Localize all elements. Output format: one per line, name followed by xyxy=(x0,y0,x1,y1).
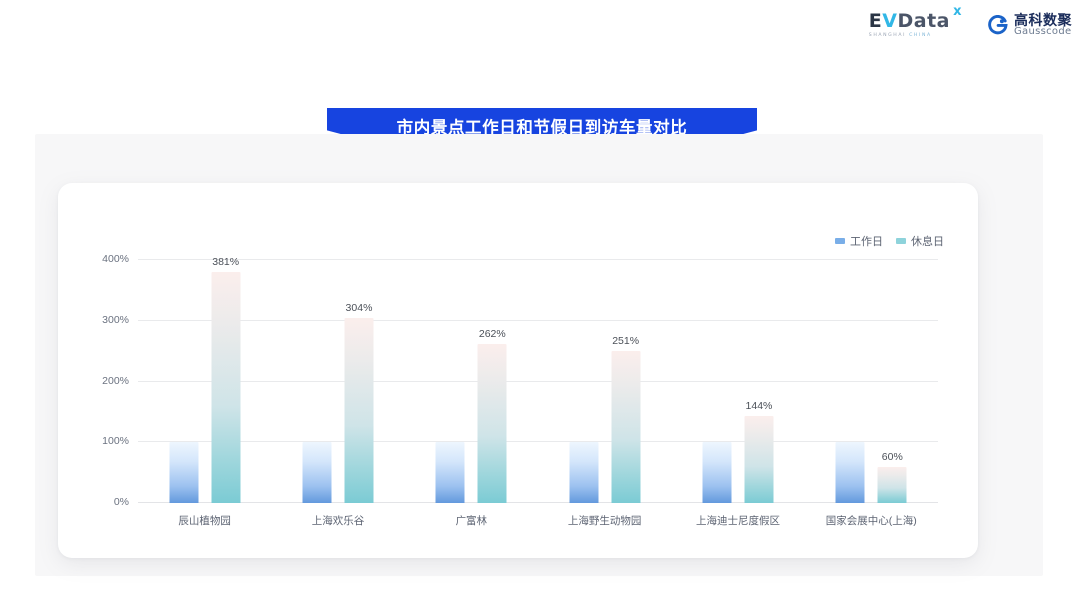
gridline-300: 300% xyxy=(102,314,938,326)
bar-休息日[interactable]: 262% xyxy=(477,248,507,503)
gridline-0: 0% xyxy=(114,496,938,508)
bar-rect[interactable] xyxy=(744,415,774,503)
brand-bar: EVData x SHANGHAI CHINA 高科数聚 Gausscode xyxy=(0,0,1080,62)
bar-value-label: 304% xyxy=(345,302,373,315)
legend-item-0[interactable]: 工作日 xyxy=(835,233,883,249)
bar-rect[interactable] xyxy=(835,442,865,503)
evdata-letter-v: V xyxy=(882,10,898,32)
evdata-word-rest: Data xyxy=(897,10,950,32)
legend-swatch-icon xyxy=(835,238,845,244)
bar-group: 262% 广富林 xyxy=(405,248,538,527)
evdata-tagline: SHANGHAI CHINA xyxy=(868,33,932,39)
bar-rect[interactable] xyxy=(477,343,507,503)
bar-value-label: 144% xyxy=(745,399,773,412)
bar-pair: 60% xyxy=(835,248,907,503)
bar-rect[interactable] xyxy=(344,318,374,503)
legend-swatch-icon xyxy=(896,238,906,244)
evdata-logo-icon: EVData x SHANGHAI CHINA xyxy=(868,5,962,39)
bar-group: 381% 辰山植物园 xyxy=(138,248,271,527)
gausscode-logo: 高科数聚 Gausscode xyxy=(987,13,1072,38)
evdata-tagline-right: CHINA xyxy=(909,33,932,38)
bar-休息日[interactable]: 144% xyxy=(744,248,774,503)
x-axis-label: 上海迪士尼度假区 xyxy=(695,515,780,527)
chart-legend: 工作日 休息日 xyxy=(835,233,944,249)
chart-card: 工作日 休息日 0% 100% 200% 300% 400% 381% 辰山植物园 304% 上… xyxy=(58,183,978,558)
x-axis-label: 国家会展中心(上海) xyxy=(825,515,917,527)
bar-休息日[interactable]: 251% xyxy=(611,248,641,503)
gausscode-name-cn: 高科数聚 xyxy=(1014,11,1072,28)
y-axis-tick-label: 0% xyxy=(113,496,129,508)
bar-pair: 381% xyxy=(169,248,241,503)
x-axis-label: 辰山植物园 xyxy=(178,515,231,527)
gridline-200: 200% xyxy=(102,375,938,387)
bar-rect[interactable] xyxy=(211,271,241,503)
brand-logos: EVData x SHANGHAI CHINA 高科数聚 Gausscode xyxy=(868,5,1072,39)
chart-plot-area: 0% 100% 200% 300% 400% 381% 辰山植物园 304% 上海欢乐谷 262… xyxy=(102,248,938,527)
gausscode-name-en: Gausscode xyxy=(1014,26,1072,38)
gridline-100: 100% xyxy=(102,435,938,447)
y-axis-tick-label: 400% xyxy=(102,253,129,266)
bar-group: 144% 上海迪士尼度假区 xyxy=(671,248,804,527)
evdata-wordmark: EVData x xyxy=(868,5,962,32)
bar-rect[interactable] xyxy=(435,442,465,503)
bar-rect[interactable] xyxy=(169,442,199,503)
bar-pair: 304% xyxy=(302,248,374,503)
evdata-tagline-left: SHANGHAI xyxy=(868,33,907,38)
legend-label: 休息日 xyxy=(911,236,944,248)
bar-group: 60% 国家会展中心(上海) xyxy=(805,248,938,527)
bar-rect[interactable] xyxy=(302,442,332,503)
bar-rect[interactable] xyxy=(611,350,641,503)
gridline-400: 400% xyxy=(102,253,938,265)
y-axis-tick-label: 200% xyxy=(102,374,129,387)
x-axis-label: 上海欢乐谷 xyxy=(311,515,365,527)
bar-value-label: 262% xyxy=(478,327,506,340)
bar-group: 304% 上海欢乐谷 xyxy=(271,248,404,527)
x-axis-label: 上海野生动物园 xyxy=(567,515,642,527)
bar-工作日[interactable] xyxy=(169,248,199,503)
bar-rect[interactable] xyxy=(702,442,732,503)
bar-工作日[interactable] xyxy=(702,248,732,503)
gausscode-mark-icon xyxy=(987,14,1008,36)
y-axis-tick-label: 300% xyxy=(102,313,129,326)
bar-工作日[interactable] xyxy=(302,248,332,503)
chart-bar-groups: 381% 辰山植物园 304% 上海欢乐谷 262% 广富林 251% 上海野生动物园 144%… xyxy=(138,248,938,527)
bar-value-label: 251% xyxy=(612,334,640,347)
bar-工作日[interactable] xyxy=(569,248,599,503)
bar-value-label: 381% xyxy=(212,255,240,268)
bar-group: 251% 上海野生动物园 xyxy=(538,248,671,527)
bar-rect[interactable] xyxy=(877,466,907,503)
gausscode-text: 高科数聚 Gausscode xyxy=(1014,13,1072,38)
evdata-letter-e: E xyxy=(868,10,883,32)
bar-休息日[interactable]: 60% xyxy=(877,248,907,503)
x-axis-label: 广富林 xyxy=(455,515,488,527)
bar-pair: 251% xyxy=(569,248,641,503)
bar-休息日[interactable]: 304% xyxy=(344,248,374,503)
y-axis-tick-label: 100% xyxy=(102,435,129,448)
bar-工作日[interactable] xyxy=(835,248,865,503)
legend-label: 工作日 xyxy=(850,236,883,248)
legend-item-1[interactable]: 休息日 xyxy=(896,233,944,249)
bar-pair: 262% xyxy=(435,248,507,503)
bar-pair: 144% xyxy=(702,248,774,503)
evdata-superscript-x: x xyxy=(953,4,962,19)
bar-工作日[interactable] xyxy=(435,248,465,503)
bar-value-label: 60% xyxy=(881,450,903,463)
bar-休息日[interactable]: 381% xyxy=(211,248,241,503)
bar-rect[interactable] xyxy=(569,442,599,503)
